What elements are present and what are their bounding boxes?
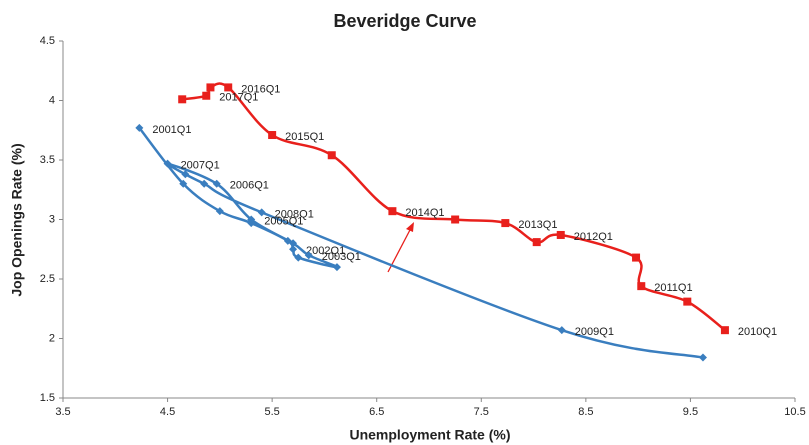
y-tick-label: 4.5 <box>40 35 55 47</box>
x-tick-label: 3.5 <box>55 406 70 418</box>
marker <box>556 230 565 239</box>
marker <box>557 326 566 335</box>
point-label: 2003Q1 <box>322 251 361 263</box>
marker <box>181 170 190 179</box>
y-tick-label: 2 <box>49 332 55 344</box>
marker <box>215 207 224 216</box>
x-tick-label: 10.5 <box>784 406 805 418</box>
marker <box>179 179 188 188</box>
marker <box>327 151 336 160</box>
marker <box>135 123 144 132</box>
point-label: 2007Q1 <box>181 159 220 171</box>
y-axis-label: Jop Openings Rate (%) <box>9 143 25 296</box>
point-label: 2015Q1 <box>285 131 324 143</box>
x-tick-label: 4.5 <box>160 406 175 418</box>
y-tick-label: 2.5 <box>40 273 55 285</box>
marker <box>289 239 298 248</box>
series-line <box>182 82 726 332</box>
point-label: 2017Q1 <box>219 92 258 104</box>
x-tick-label: 8.5 <box>578 406 593 418</box>
point-label: 2006Q1 <box>230 180 269 192</box>
marker <box>683 297 692 306</box>
x-tick-label: 6.5 <box>369 406 384 418</box>
marker <box>388 207 397 216</box>
y-tick-label: 4 <box>49 94 55 106</box>
marker <box>178 95 187 104</box>
point-label: 2014Q1 <box>405 207 444 219</box>
x-tick-label: 5.5 <box>264 406 279 418</box>
point-label: 2012Q1 <box>574 231 613 243</box>
marker <box>451 215 460 224</box>
marker <box>212 179 221 188</box>
arrow-head <box>406 222 414 232</box>
point-label: 2008Q1 <box>275 208 314 220</box>
marker <box>698 353 707 362</box>
point-label: 2011Q1 <box>654 282 692 294</box>
point-label: 2010Q1 <box>738 326 777 338</box>
marker <box>501 219 510 228</box>
marker <box>268 131 277 140</box>
marker <box>200 179 209 188</box>
marker <box>202 91 211 100</box>
point-label: 2005Q1 <box>264 215 303 227</box>
y-tick-label: 3.5 <box>40 154 55 166</box>
y-tick-label: 3 <box>49 213 55 225</box>
chart-title: Beveridge Curve <box>333 11 476 31</box>
marker <box>532 238 541 247</box>
marker <box>247 215 256 224</box>
y-tick-label: 1.5 <box>40 392 55 404</box>
marker <box>206 83 215 92</box>
x-tick-label: 7.5 <box>474 406 489 418</box>
marker <box>163 159 172 168</box>
marker <box>304 251 313 260</box>
marker <box>289 245 298 254</box>
marker <box>294 253 303 262</box>
point-label: 2009Q1 <box>575 326 614 338</box>
marker <box>720 326 729 335</box>
marker <box>257 208 266 217</box>
x-axis-label: Unemployment Rate (%) <box>349 427 510 443</box>
series-line <box>138 127 704 359</box>
point-label: 2016Q1 <box>241 83 280 95</box>
marker <box>224 83 233 92</box>
marker <box>637 282 646 291</box>
point-label: 2002Q1 <box>306 245 345 257</box>
marker <box>332 263 341 272</box>
marker <box>632 253 641 262</box>
point-label: 2013Q1 <box>518 219 557 231</box>
point-label: 2001Q1 <box>152 124 191 136</box>
x-tick-label: 9.5 <box>683 406 698 418</box>
